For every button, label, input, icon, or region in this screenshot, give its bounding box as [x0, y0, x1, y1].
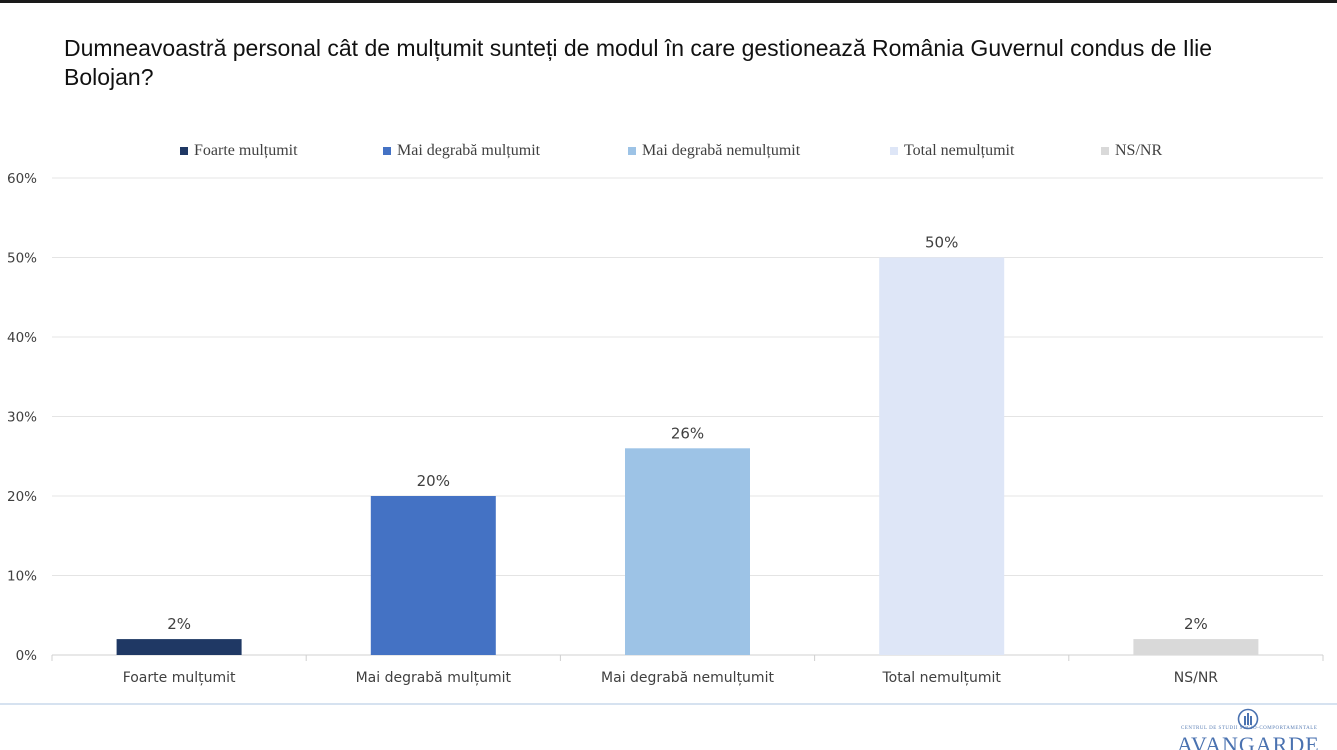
y-tick-label: 30%: [7, 410, 37, 426]
legend-swatch: [383, 147, 391, 155]
bar-chart: 0% 10% 20% 30% 40% 50% 60% 2% Foarte mulțumit 20%…: [7, 171, 1324, 686]
category-label: NS/NR: [1174, 670, 1219, 686]
data-label: 26%: [671, 424, 704, 442]
avangarde-logo: CENTRUL DE STUDII SOCIO-COMPORTAMENTALE …: [1165, 708, 1325, 750]
y-tick-label: 0%: [16, 648, 38, 664]
legend-item-total-nemultumit: Total nemulțumit: [890, 142, 1014, 160]
bar: [879, 257, 1005, 655]
legend-swatch: [628, 147, 636, 155]
legend-swatch: [1101, 147, 1109, 155]
data-label: 50%: [925, 234, 958, 252]
category-label: Mai degrabă nemulțumit: [601, 670, 774, 686]
data-label: 20%: [417, 472, 450, 490]
bar: [625, 448, 750, 655]
logo-subtitle: CENTRUL DE STUDII SOCIO-COMPORTAMENTALE: [1181, 726, 1318, 731]
y-tick-label: 10%: [7, 569, 37, 585]
category-label: Foarte mulțumit: [123, 670, 236, 686]
legend-swatch: [890, 147, 898, 155]
legend-swatch: [180, 147, 188, 155]
bar: [116, 639, 242, 655]
legend-item-foarte-multumit: Foarte mulțumit: [180, 142, 298, 160]
category-label: Mai degrabă mulțumit: [356, 670, 512, 686]
logo-mark-icon: [1237, 708, 1259, 730]
category-label: Total nemulțumit: [881, 670, 1001, 686]
legend-label: Mai degrabă mulțumit: [397, 142, 541, 159]
top-border: [0, 0, 1337, 3]
legend-item-mai-degraba-nemultumit: Mai degrabă nemulțumit: [628, 142, 800, 160]
logo-name: AVANGARDE: [1177, 732, 1320, 750]
legend-label: Mai degrabă nemulțumit: [642, 142, 801, 159]
bar: [370, 496, 496, 655]
y-tick-label: 20%: [7, 489, 37, 505]
legend-label: Total nemulțumit: [904, 142, 1015, 159]
bar: [1133, 639, 1259, 655]
chart-legend: Foarte mulțumit Mai degrabă mulțumit Mai…: [0, 142, 1337, 162]
chart-title: Dumneavoastră personal cât de mulțumit s…: [64, 35, 1213, 90]
data-label: 2%: [167, 615, 191, 633]
y-tick-label: 60%: [7, 171, 37, 187]
data-label: 2%: [1184, 615, 1208, 633]
footer-divider: [0, 703, 1337, 705]
legend-label: Foarte mulțumit: [194, 142, 298, 159]
y-tick-label: 40%: [7, 330, 37, 346]
y-tick-label: 50%: [7, 251, 37, 267]
legend-item-mai-degraba-multumit: Mai degrabă mulțumit: [383, 142, 540, 160]
legend-item-ns-nr: NS/NR: [1101, 142, 1162, 160]
legend-label: NS/NR: [1115, 142, 1163, 159]
